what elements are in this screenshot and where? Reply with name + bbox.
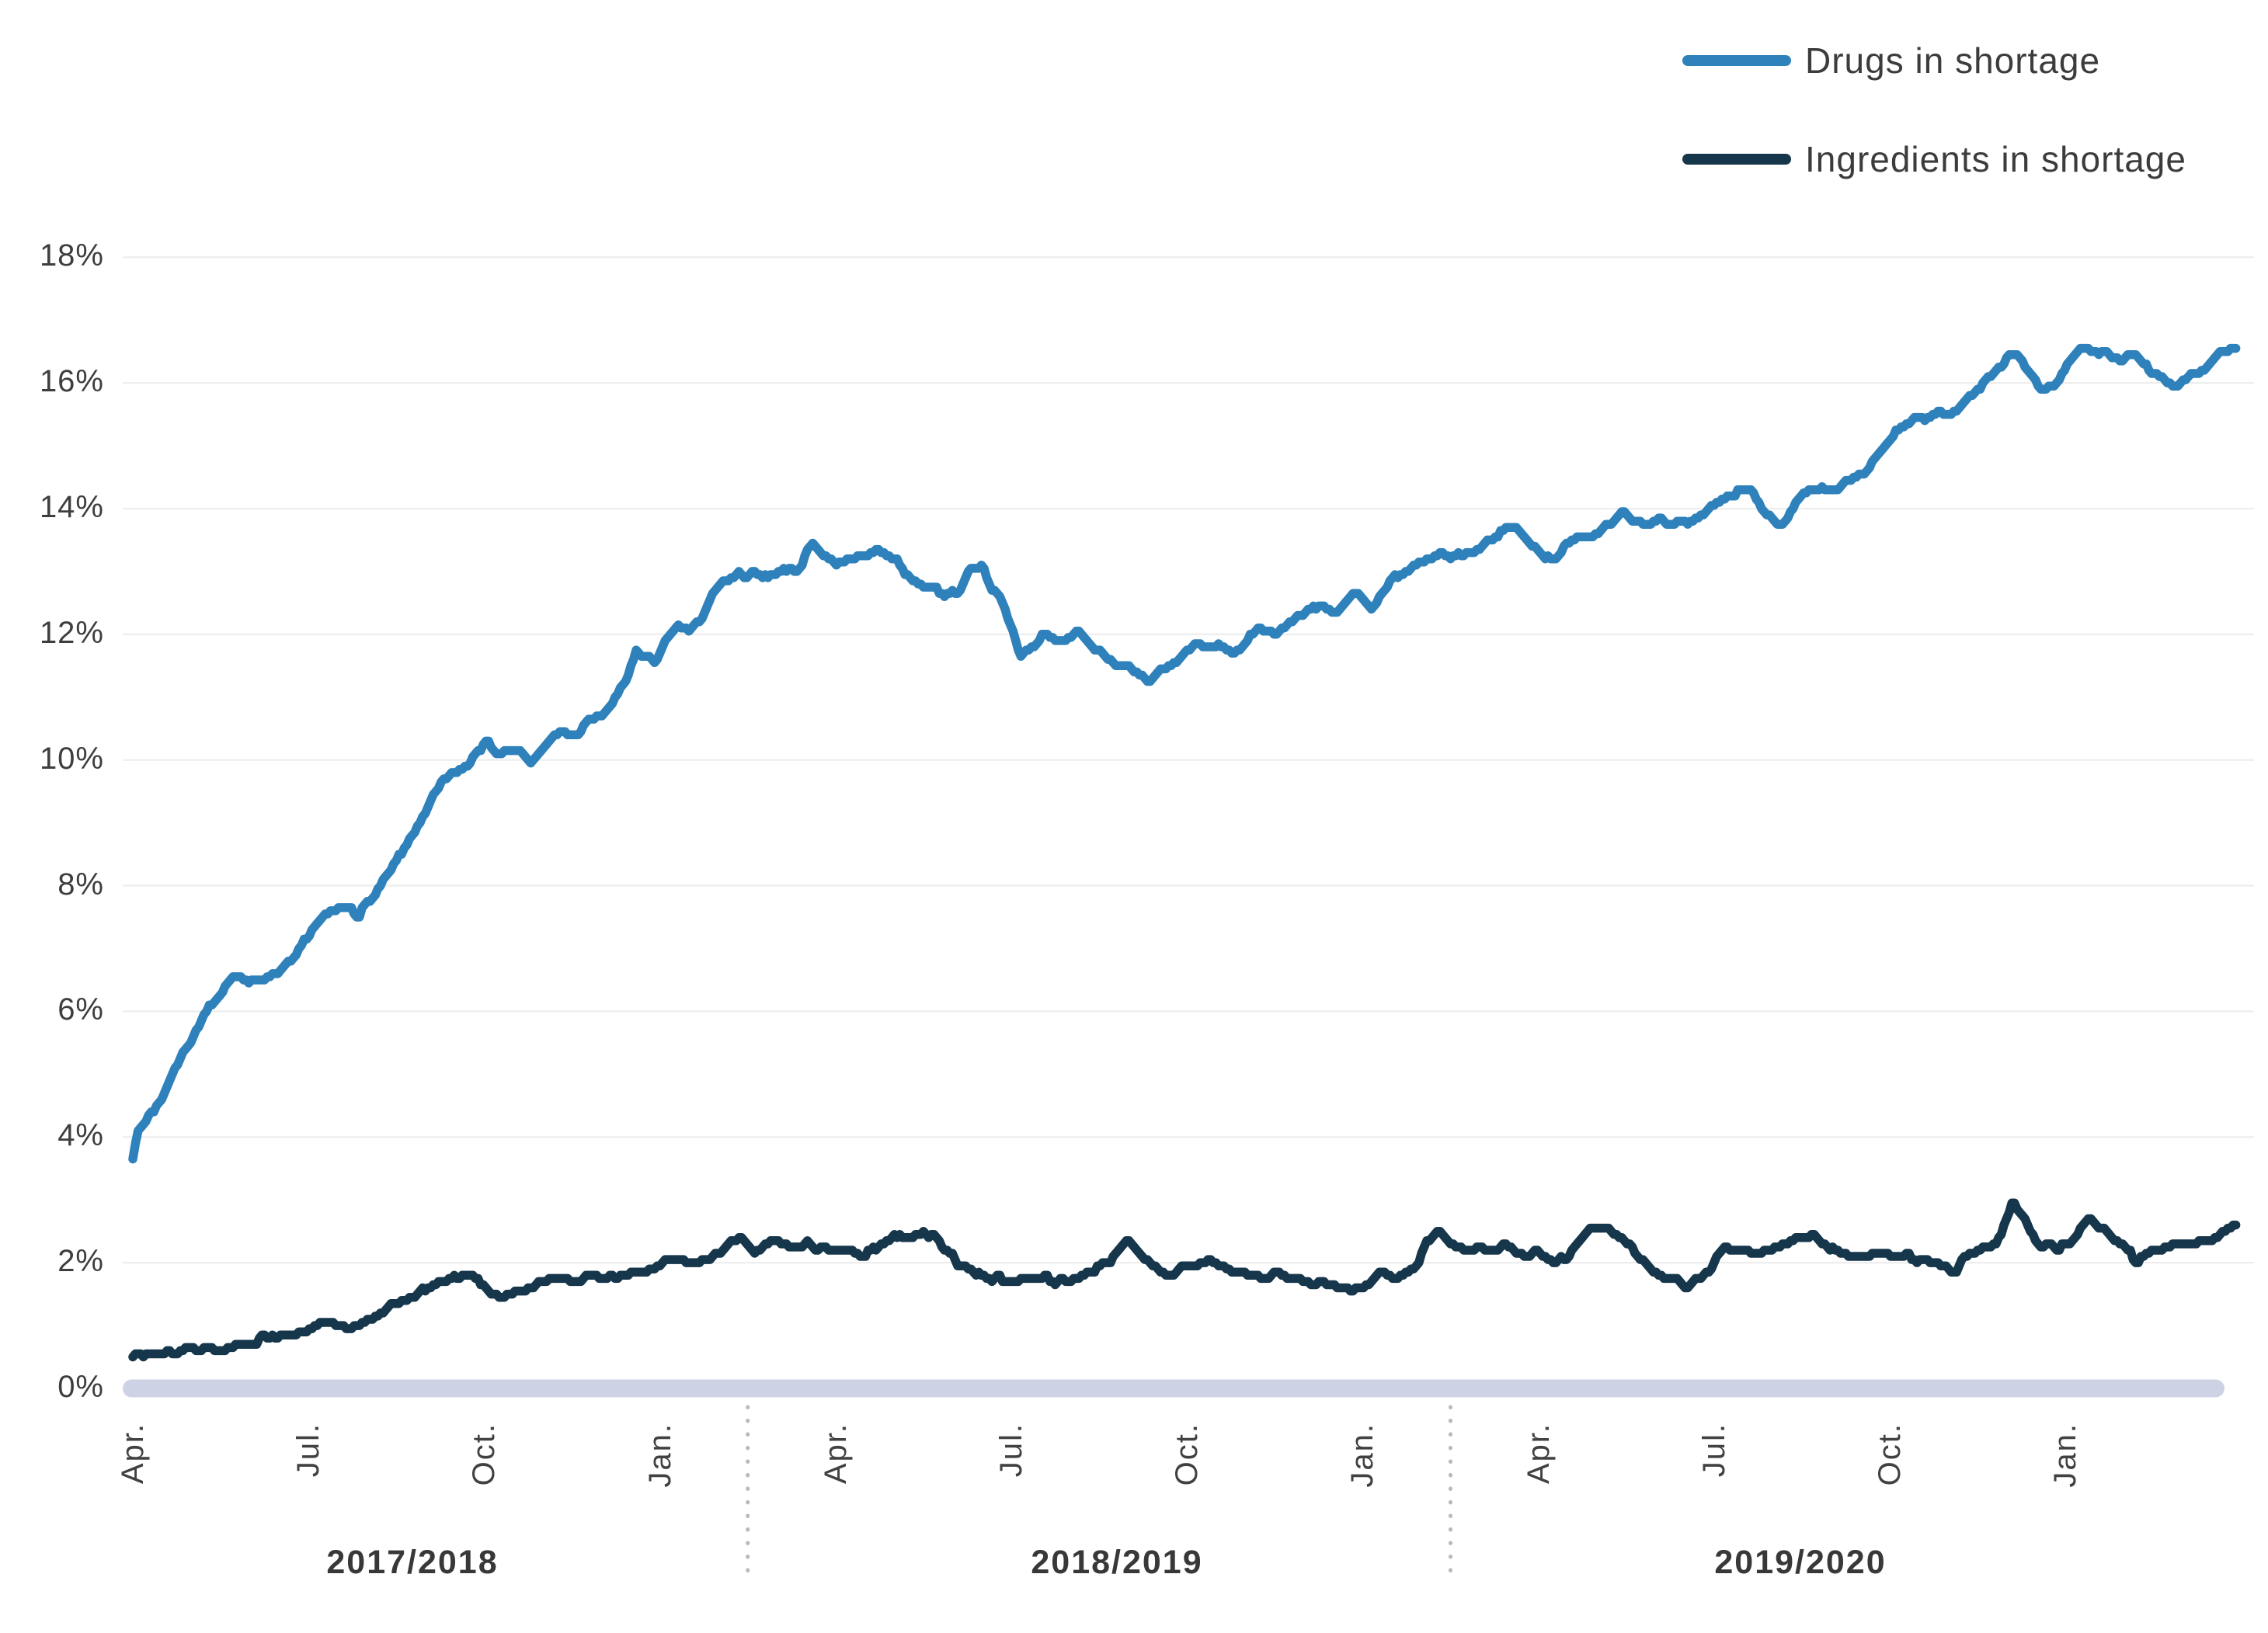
- x-axis-year-label: 2017/2018: [326, 1544, 499, 1581]
- x-axis-month-label: Oct.: [1170, 1423, 1205, 1486]
- y-axis-label: 6%: [57, 992, 104, 1027]
- y-axis-label: 18%: [39, 238, 104, 273]
- legend-item-drugs-in-shortage: Drugs in shortage: [1682, 40, 2100, 82]
- x-axis-month-label: Oct.: [467, 1423, 502, 1486]
- x-axis-month-label: Jan.: [2048, 1423, 2083, 1488]
- x-axis-month-label: Jul.: [1696, 1423, 1731, 1478]
- y-axis-label: 16%: [39, 364, 104, 399]
- x-axis-month-label: Apr.: [818, 1423, 853, 1485]
- x-axis-month-label: Jul.: [994, 1423, 1028, 1478]
- x-axis-year-label: 2018/2019: [1031, 1544, 1203, 1581]
- series-line-drugs: [128, 343, 2241, 1164]
- legend-label-drugs: Drugs in shortage: [1805, 40, 2101, 81]
- series-line-ingredients: [128, 1198, 2241, 1362]
- x-axis-month-label: Jul.: [291, 1423, 326, 1478]
- x-axis-month-label: Apr.: [1521, 1423, 1556, 1485]
- x-axis-month-label: Jan.: [642, 1423, 677, 1488]
- legend-label-ingredients: Ingredients in shortage: [1805, 139, 2186, 179]
- y-axis-label: 8%: [57, 867, 104, 902]
- x-axis-month-label: Jan.: [1345, 1423, 1380, 1488]
- y-axis-label: 0%: [57, 1370, 104, 1404]
- legend-item-ingredients-in-shortage: Ingredients in shortage: [1682, 138, 2186, 180]
- x-axis-month-label: Oct.: [1873, 1423, 1907, 1486]
- y-axis-label: 2%: [57, 1244, 104, 1279]
- y-axis-label: 10%: [39, 741, 104, 776]
- y-axis-label: 12%: [39, 615, 104, 650]
- y-axis-label: 4%: [57, 1118, 104, 1153]
- y-axis-label: 14%: [39, 489, 104, 524]
- legend-swatch-ingredients-icon: [1682, 154, 1791, 165]
- x-axis-baseline: [123, 1379, 2225, 1398]
- x-axis-month-label: Apr.: [116, 1423, 150, 1485]
- legend-swatch-drugs-icon: [1682, 55, 1791, 66]
- x-axis-year-label: 2019/2020: [1714, 1544, 1887, 1581]
